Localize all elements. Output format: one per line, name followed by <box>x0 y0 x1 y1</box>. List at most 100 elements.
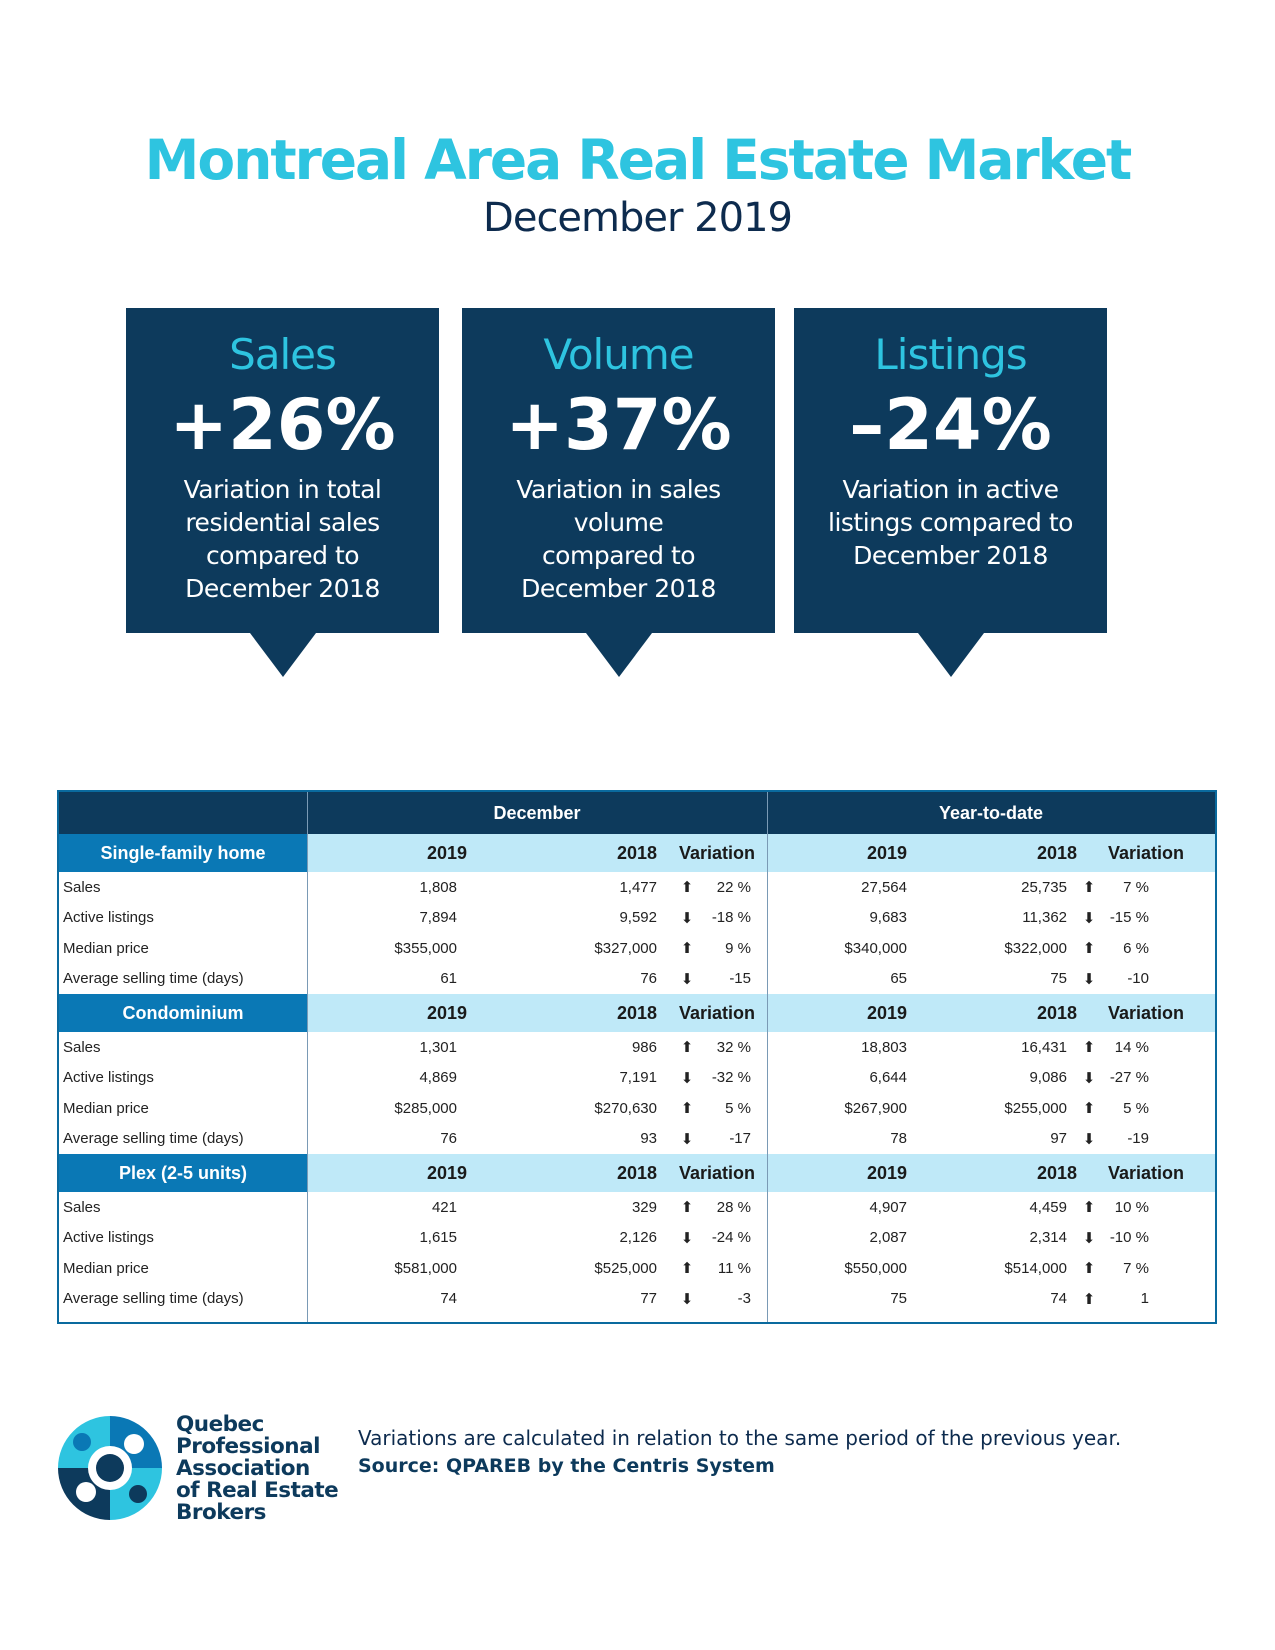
cell-dec-variation: 11 % <box>717 1259 751 1277</box>
stat-card-description-line: Variation in active <box>842 475 1059 504</box>
cell-ytd-variation: 14 % <box>1114 1038 1149 1056</box>
cell-dec-2019: 74 <box>440 1290 457 1308</box>
arrow-down-icon: ⬇ <box>1082 909 1096 927</box>
table-row: Active listings 7,894 9,592 ⬇ -18 % 9,683 11,3… <box>59 903 1215 934</box>
section-header: Plex (2-5 units) 2019 2018 Variation 2019 201… <box>59 1154 1215 1192</box>
stat-card-sales: Sales +26% Variation in total residential s… <box>126 308 439 677</box>
arrow-up-icon: ⬆ <box>680 1039 694 1057</box>
stat-card-description-line: Variation in total <box>183 475 382 504</box>
cell-dec-2019: 421 <box>431 1198 457 1216</box>
org-name-line: Quebec <box>176 1412 264 1437</box>
table-row: Sales 1,808 1,477 ⬆ 22 % 27,564 25,735 ⬆ 7 % <box>59 872 1215 903</box>
table-row: Active listings 1,615 2,126 ⬇ -24 % 2,087 2,31… <box>59 1223 1215 1254</box>
cell-dec-2019: 7,894 <box>419 909 457 927</box>
cell-dec-2019: 1,301 <box>419 1038 457 1056</box>
arrow-down-icon: ⬇ <box>1082 970 1096 988</box>
row-label: Sales <box>63 1038 101 1056</box>
cell-ytd-2019: 18,803 <box>861 1038 907 1056</box>
stat-card-description-line: listings compared to <box>828 508 1073 537</box>
cell-dec-2018: 1,477 <box>619 878 657 896</box>
cell-dec-2019: $355,000 <box>394 939 457 957</box>
arrow-up-icon: ⬆ <box>1082 1100 1096 1118</box>
column-header: 2018 <box>616 842 657 863</box>
arrow-up-icon: ⬆ <box>680 1100 694 1118</box>
stat-card-value: +37% <box>505 384 732 466</box>
column-header: 2018 <box>1036 1162 1077 1183</box>
stat-card-description: Variation in total residential sales compa… <box>138 473 427 605</box>
cell-dec-variation: -15 <box>729 970 751 988</box>
cell-ytd-2019: 65 <box>890 970 907 988</box>
org-name-line: Professional <box>176 1434 321 1459</box>
cell-ytd-2018: 2,314 <box>1029 1229 1067 1247</box>
cell-dec-2019: 61 <box>440 970 457 988</box>
org-name: Quebec Professional Association of Real … <box>176 1412 339 1524</box>
column-header: 2018 <box>616 1002 657 1023</box>
period-header-december: December <box>493 802 581 823</box>
stat-card-listings: Listings –24% Variation in active listings … <box>794 308 1107 677</box>
cell-ytd-variation: -10 % <box>1109 1229 1149 1247</box>
column-header: 2018 <box>616 1162 657 1183</box>
cell-dec-2018: 329 <box>631 1198 657 1216</box>
arrow-up-icon: ⬆ <box>1082 1039 1096 1057</box>
category-label: Single-family home <box>59 834 307 872</box>
row-label: Average selling time (days) <box>63 970 244 988</box>
cell-ytd-2019: 2,087 <box>869 1229 907 1247</box>
column-header: 2019 <box>426 1002 467 1023</box>
table-row: Average selling time (days) 76 93 ⬇ -17 78 97 ⬇… <box>59 1124 1215 1155</box>
arrow-down-icon: ⬇ <box>680 1069 694 1087</box>
cell-ytd-variation: -10 <box>1127 970 1149 988</box>
table-row: Average selling time (days) 74 77 ⬇ -3 75 74 ⬆ 1 <box>59 1284 1215 1315</box>
org-name-line: Association <box>176 1456 310 1481</box>
stat-card-description-line: residential sales <box>185 508 380 537</box>
cell-dec-2018: 76 <box>640 970 657 988</box>
column-header: Variation <box>678 1162 756 1183</box>
cell-ytd-2018: $255,000 <box>1004 1099 1067 1117</box>
cell-dec-2019: $285,000 <box>394 1099 457 1117</box>
stat-card-description-line: Variation in sales volume <box>516 475 721 537</box>
row-label: Average selling time (days) <box>63 1290 244 1308</box>
org-name-line: of Real Estate <box>176 1478 339 1503</box>
cell-ytd-2019: 78 <box>890 1130 907 1148</box>
column-header: 2019 <box>426 842 467 863</box>
qpareb-logo-icon <box>52 1410 167 1525</box>
cell-dec-2019: 76 <box>440 1130 457 1148</box>
row-label: Median price <box>63 1099 149 1117</box>
table-divider <box>307 792 308 1322</box>
arrow-down-icon: ⬇ <box>680 1229 694 1247</box>
table-period-header: December Year-to-date <box>59 792 1215 834</box>
category-label: Condominium <box>59 994 307 1032</box>
table-row: Median price $285,000 $270,630 ⬆ 5 % $267,900… <box>59 1093 1215 1124</box>
arrow-up-icon: ⬆ <box>680 879 694 897</box>
cell-dec-variation: 5 % <box>725 1099 751 1117</box>
stat-card-label: Sales <box>229 330 337 379</box>
arrow-down-icon: ⬇ <box>1082 1229 1096 1247</box>
arrow-up-icon: ⬆ <box>1082 1260 1096 1278</box>
section-header: Condominium 2019 2018 Variation 2019 2018 Vari… <box>59 994 1215 1032</box>
cell-ytd-2018: 11,362 <box>1022 909 1067 927</box>
cell-dec-2018: 9,592 <box>619 909 657 927</box>
cell-dec-2018: 2,126 <box>619 1229 657 1247</box>
cell-dec-2019: 4,869 <box>419 1069 457 1087</box>
cell-ytd-2019: 4,907 <box>869 1198 907 1216</box>
cell-ytd-variation: 6 % <box>1123 939 1149 957</box>
cell-ytd-2019: 75 <box>890 1290 907 1308</box>
cell-ytd-variation: 7 % <box>1123 1259 1149 1277</box>
stat-card-label: Listings <box>874 330 1027 379</box>
stat-card-description-line: compared to <box>541 541 696 570</box>
arrow-up-icon: ⬆ <box>1082 940 1096 958</box>
cell-dec-variation: -17 <box>729 1130 751 1148</box>
stat-card-value: +26% <box>169 384 396 466</box>
page-subtitle: December 2019 <box>483 195 793 241</box>
cell-ytd-2019: 9,683 <box>869 909 907 927</box>
cell-dec-2018: 77 <box>640 1290 657 1308</box>
arrow-down-icon: ⬇ <box>1082 1130 1096 1148</box>
cell-ytd-2018: $322,000 <box>1004 939 1067 957</box>
stat-card-description-line: December 2018 <box>521 574 716 603</box>
row-label: Median price <box>63 939 149 957</box>
cell-dec-2019: 1,808 <box>419 878 457 896</box>
row-label: Average selling time (days) <box>63 1130 244 1148</box>
arrow-down-icon: ⬇ <box>680 1290 694 1308</box>
arrow-up-icon: ⬆ <box>1082 1290 1096 1308</box>
table-row: Median price $355,000 $327,000 ⬆ 9 % $340,000… <box>59 933 1215 964</box>
column-header: 2019 <box>866 842 907 863</box>
